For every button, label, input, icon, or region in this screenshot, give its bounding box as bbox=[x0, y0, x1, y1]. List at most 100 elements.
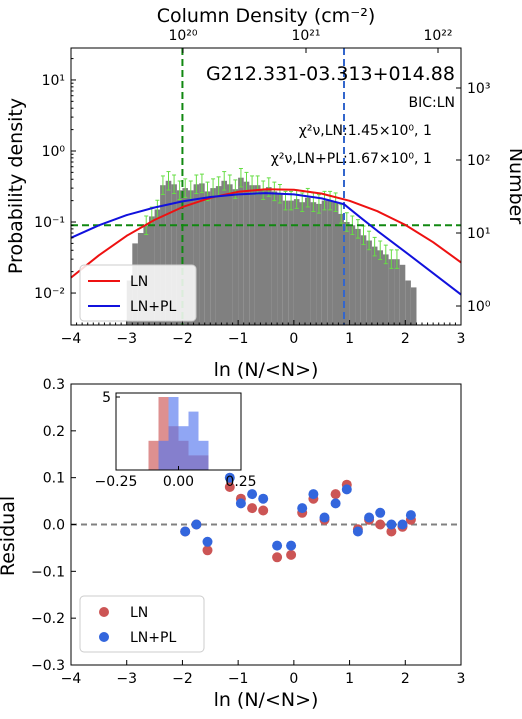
inset-ln-bar bbox=[158, 397, 169, 470]
pdf-x-tick-label: −3 bbox=[116, 331, 137, 347]
lnpl-residual-point bbox=[386, 519, 397, 530]
inset-x-tick-label: 0.25 bbox=[225, 474, 256, 490]
residual-x-tick-label: −2 bbox=[172, 671, 193, 687]
lnpl-residual-point bbox=[247, 489, 258, 500]
residual-x-tick-label: −3 bbox=[116, 671, 137, 687]
inset-lnpl-bar bbox=[178, 426, 189, 470]
chi-lnpl-label: χ²ν,LN+PL bbox=[271, 151, 343, 167]
histogram-bar bbox=[260, 190, 266, 325]
pdf-y2-tick-label: 10² bbox=[467, 153, 490, 169]
ln-residual-point bbox=[258, 505, 269, 516]
ln-residual-point bbox=[330, 489, 341, 500]
histogram-bar bbox=[299, 202, 305, 325]
pdf-y-tick-label: 10⁻¹ bbox=[34, 215, 65, 231]
lnpl-residual-point bbox=[308, 489, 319, 500]
histogram-bar bbox=[204, 191, 211, 325]
pdf-y2-tick-label: 10³ bbox=[467, 81, 490, 97]
residual-x-tick-label: 3 bbox=[457, 671, 466, 687]
pdf-axes: −4 −3 −2 −1 0 1 2 3 10⁻² 10⁻¹ 10⁰ 10¹ 10⁰ 10¹ 10² 10³ 10… bbox=[34, 28, 491, 347]
histogram-bar bbox=[199, 183, 205, 325]
histogram-bar bbox=[405, 280, 411, 325]
ln-residual-point bbox=[224, 482, 235, 492]
ln-residual-point bbox=[202, 545, 213, 556]
inset-y-tick-label: 5 bbox=[102, 390, 111, 406]
chi-ln-value: :1.45×10⁰, 1 bbox=[343, 123, 432, 139]
histogram-bar bbox=[310, 202, 317, 325]
pdf-y2-tick-label: 10¹ bbox=[467, 226, 490, 242]
histogram-bar bbox=[176, 190, 183, 325]
inset-lnpl-bar bbox=[188, 411, 199, 470]
histogram-bar bbox=[171, 184, 177, 325]
bic-annotation: BIC:LN bbox=[409, 95, 456, 111]
histogram-bar bbox=[165, 180, 172, 325]
lnpl-residual-point bbox=[375, 507, 386, 518]
inset-x-tick-label: 0.00 bbox=[163, 474, 194, 490]
histogram-bar bbox=[344, 222, 350, 325]
ln-residual-point bbox=[272, 552, 283, 563]
pdf-plot-area bbox=[70, 48, 462, 325]
lnpl-residual-point bbox=[405, 510, 416, 521]
histogram-bar bbox=[215, 186, 222, 325]
histogram-bar bbox=[193, 184, 200, 325]
lnpl-residual-point bbox=[297, 503, 308, 514]
residual-panel: −4 −3 −2 −1 0 1 2 3 −0.3 −0.2 −0.1 0.0 0.1 0.2 0.3 ln … bbox=[0, 377, 465, 711]
histogram-bar bbox=[321, 200, 328, 325]
lnpl-residual-point bbox=[272, 540, 283, 551]
pdf-y2-axis-label: Number bbox=[505, 148, 522, 225]
histogram-bar bbox=[394, 259, 400, 325]
pdf-y-tick-label: 10⁰ bbox=[42, 144, 66, 160]
histogram-bar bbox=[399, 264, 406, 325]
histogram-bar bbox=[338, 213, 344, 325]
pdf-y2-tick-label: 10⁰ bbox=[467, 299, 491, 315]
lnpl-residual-point bbox=[319, 512, 330, 523]
pdf-y-tick-label: 10¹ bbox=[42, 73, 65, 89]
pdf-x-tick-label: −4 bbox=[61, 331, 82, 347]
lnpl-residual-point bbox=[180, 526, 191, 537]
legend-ln-label: LN bbox=[130, 274, 148, 290]
lnpl-fit-curve bbox=[70, 192, 462, 296]
residual-x-axis-label: ln (N/<N>) bbox=[214, 689, 319, 711]
residual-x-tick-label: 2 bbox=[401, 671, 410, 687]
residual-x-tick-label: −1 bbox=[228, 671, 249, 687]
pdf-x-tick-label: 3 bbox=[457, 331, 466, 347]
histogram-bar bbox=[182, 188, 188, 325]
top-axis-tick-label: 10²¹ bbox=[291, 28, 320, 44]
histogram-bar bbox=[282, 200, 289, 325]
residual-axes: −4 −3 −2 −1 0 1 2 3 −0.3 −0.2 −0.1 0.0 0.1 0.2 0.3 bbox=[31, 377, 465, 687]
ln-residual-point bbox=[286, 549, 297, 560]
chi-ln-label: χ²ν,LN bbox=[299, 123, 343, 139]
histogram-bar bbox=[371, 246, 378, 325]
lnpl-residual-point bbox=[341, 484, 352, 495]
residual-y-tick-label: 0.3 bbox=[43, 377, 65, 393]
residual-y-axis-label: Residual bbox=[0, 496, 19, 576]
top-axis-tick-label: 10²² bbox=[423, 28, 452, 44]
residual-y-tick-label: 0.2 bbox=[43, 424, 65, 440]
legend-res-lnpl-marker bbox=[99, 632, 109, 642]
residual-legend: LN LN+PL bbox=[79, 595, 205, 653]
residual-y-tick-label: −0.3 bbox=[31, 658, 65, 674]
lnpl-residual-point bbox=[258, 493, 269, 504]
histogram-bar bbox=[232, 189, 239, 325]
residual-y-tick-label: 0.1 bbox=[43, 471, 65, 487]
lnpl-residual-point bbox=[191, 519, 202, 530]
lnpl-residual-point bbox=[330, 498, 341, 509]
lnpl-residual-point bbox=[235, 498, 246, 509]
histogram-bar bbox=[227, 184, 233, 325]
pdf-y-tick-label: 10⁻² bbox=[34, 286, 65, 302]
density-panel: −4 −3 −2 −1 0 1 2 3 10⁻² 10⁻¹ 10⁰ 10¹ 10⁰ 10¹ 10² 10³ 10… bbox=[5, 5, 522, 381]
histogram-bar bbox=[410, 287, 417, 325]
legend-res-lnpl-label: LN+PL bbox=[130, 630, 176, 646]
chi-lnpl-value: :1.67×10⁰, 1 bbox=[343, 151, 432, 167]
lnpl-residual-point bbox=[397, 519, 408, 530]
legend-res-ln-marker bbox=[99, 607, 109, 617]
histogram-bar bbox=[388, 259, 395, 325]
histogram-bar bbox=[254, 185, 261, 325]
residual-plot-area bbox=[71, 472, 461, 563]
histogram-bar bbox=[327, 200, 333, 325]
histogram-bar bbox=[266, 187, 272, 325]
residual-histogram-inset: −0.25 0.00 0.25 5 bbox=[95, 390, 257, 490]
residual-x-tick-label: 0 bbox=[289, 671, 298, 687]
histogram-bar bbox=[160, 185, 166, 325]
histogram-bar bbox=[243, 181, 250, 325]
pdf-x-axis-label: ln (N/<N>) bbox=[214, 359, 319, 381]
